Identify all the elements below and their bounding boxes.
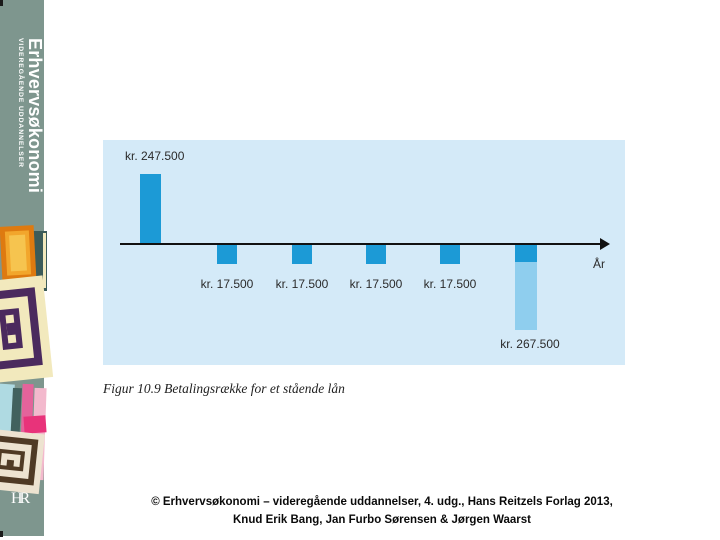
bar-final-payment-interest: [515, 245, 537, 262]
final-payment-label: kr. 267.500: [500, 337, 560, 351]
crop-mark-top: [0, 0, 3, 6]
axis-label-year: År: [593, 257, 605, 271]
book-spine: HR: [0, 0, 54, 537]
payment-label-year2: kr. 17.500: [275, 277, 329, 291]
copyright-line1: © Erhvervsøkonomi – videregående uddanne…: [151, 496, 613, 508]
spine-art-brown-squares: [0, 427, 45, 495]
payment-label-year1: kr. 17.500: [200, 277, 254, 291]
bar-payment-year4: [440, 245, 460, 264]
initial-loan-label: kr. 247.500: [125, 149, 185, 163]
copyright-footer: © Erhvervsøkonomi – videregående uddanne…: [44, 493, 720, 529]
spine-art-orange-frame-core: [9, 234, 27, 272]
payment-label-year4: kr. 17.500: [423, 277, 477, 291]
spine-art-magenta-block: [23, 415, 47, 434]
axis-arrowhead-icon: [600, 238, 610, 250]
publisher-logo: HR: [11, 490, 30, 507]
copyright-line2: Knud Erik Bang, Jan Furbo Sørensen & Jør…: [233, 514, 531, 526]
spine-art-orange-frame: [0, 225, 37, 281]
spine-art-brown-center: [6, 459, 15, 469]
bar-final-payment-principal: [515, 262, 537, 330]
spine-art-purple-center: [6, 322, 18, 336]
crop-mark-bottom: [0, 531, 3, 537]
spine-art-purple-squares: [0, 275, 54, 385]
book-title-vertical: Erhvervsøkonomi VIDEREGÅENDE UDDANNELSER: [16, 38, 45, 193]
bar-initial-loan: [140, 174, 161, 244]
time-axis: [120, 243, 602, 245]
payment-label-year3: kr. 17.500: [349, 277, 403, 291]
book-subtitle: VIDEREGÅENDE UDDANNELSER: [17, 38, 24, 168]
book-title: Erhvervsøkonomi: [25, 38, 45, 194]
bar-payment-year1: [217, 245, 237, 264]
bar-payment-year3: [366, 245, 386, 264]
spine-art-cream-stripe: [43, 233, 46, 288]
bar-payment-year2: [292, 245, 312, 264]
cashflow-chart: kr. 247.500 År kr. 17.500 kr. 17.500 kr.…: [103, 140, 625, 365]
figure-caption: Figur 10.9 Betalingsrække for et stående…: [103, 381, 345, 396]
